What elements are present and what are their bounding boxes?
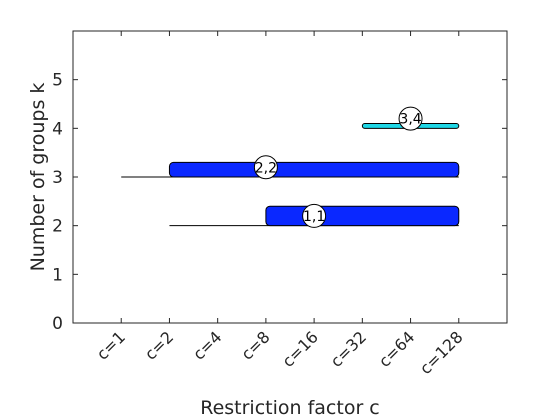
- x-tick-label: c=32: [327, 327, 371, 371]
- data-label: 1,1: [303, 209, 325, 225]
- x-tick-label: c=64: [375, 327, 419, 371]
- x-tick-label: c=2: [141, 327, 177, 363]
- y-tick-label: 4: [52, 119, 63, 139]
- label-circle: [398, 106, 423, 131]
- label-circle: [302, 203, 327, 228]
- range-bar: [168, 161, 460, 178]
- x-tick-label: c=4: [189, 327, 225, 363]
- range-bar: [265, 205, 460, 227]
- y-tick-label: 1: [52, 265, 63, 285]
- x-tick-label: c=8: [237, 327, 273, 363]
- x-tick-label: c=1: [93, 327, 129, 363]
- y-tick-label: 0: [52, 314, 63, 334]
- x-tick-label: c=16: [278, 327, 322, 371]
- x-tick-label: c=128: [416, 327, 467, 378]
- chart-marks: 1,1 2,2 3,4: [121, 106, 460, 228]
- y-tick-label: 5: [52, 71, 63, 91]
- data-label: 2,2: [255, 160, 277, 176]
- data-label: 3,4: [399, 112, 421, 128]
- x-axis-label: Restriction factor c: [200, 397, 380, 419]
- label-circle: [253, 155, 278, 180]
- y-axis-label: Number of groups k: [27, 83, 49, 272]
- y-tick-label: 2: [52, 217, 63, 237]
- y-tick-label: 3: [52, 168, 63, 188]
